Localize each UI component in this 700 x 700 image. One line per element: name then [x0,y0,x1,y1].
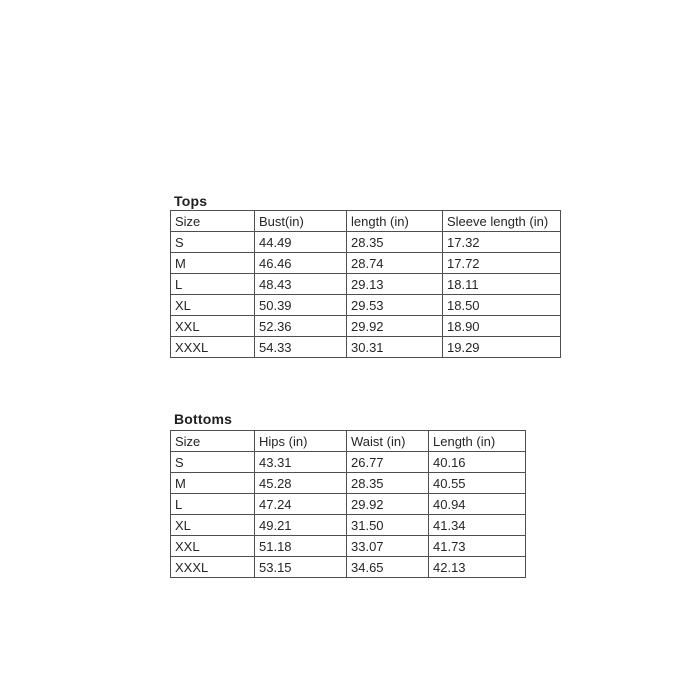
tops-column-header-length: length (in) [346,210,443,232]
tops-section-title: Tops [174,193,208,209]
measurement-value: 28.35 [346,472,429,494]
measurement-value: 18.90 [442,315,561,337]
table-row: XXXL 53.15 34.65 42.13 [170,556,526,578]
measurement-value: 46.46 [254,252,347,274]
bottoms-column-header-size: Size [170,430,255,452]
measurement-value: 29.53 [346,294,443,316]
measurement-value: 44.49 [254,231,347,253]
measurement-value: 47.24 [254,493,347,515]
size-label: L [170,273,255,295]
measurement-value: 28.35 [346,231,443,253]
table-row: XXL 52.36 29.92 18.90 [170,315,561,337]
measurement-value: 42.13 [428,556,526,578]
measurement-value: 52.36 [254,315,347,337]
size-label: XXL [170,315,255,337]
measurement-value: 18.50 [442,294,561,316]
measurement-value: 33.07 [346,535,429,557]
table-row: S 43.31 26.77 40.16 [170,451,526,473]
size-label: M [170,252,255,274]
bottoms-size-chart-section: Bottoms Size Hips (in) Waist (in) Length… [170,412,526,578]
measurement-value: 53.15 [254,556,347,578]
measurement-value: 29.92 [346,493,429,515]
bottoms-column-header-hips: Hips (in) [254,430,347,452]
tops-column-header-bust: Bust(in) [254,210,347,232]
measurement-value: 34.65 [346,556,429,578]
measurement-value: 28.74 [346,252,443,274]
tops-size-chart-section: Tops Size Bust(in) length (in) Sleeve le… [170,194,561,358]
table-row: XL 50.39 29.53 18.50 [170,294,561,316]
measurement-value: 48.43 [254,273,347,295]
size-label: XXXL [170,556,255,578]
measurement-value: 29.92 [346,315,443,337]
tops-column-header-sleeve: Sleeve length (in) [442,210,561,232]
table-row: M 45.28 28.35 40.55 [170,472,526,494]
measurement-value: 54.33 [254,336,347,358]
size-label: L [170,493,255,515]
bottoms-size-table: Size Hips (in) Waist (in) Length (in) S … [170,430,526,578]
size-label: XXL [170,535,255,557]
measurement-value: 18.11 [442,273,561,295]
measurement-value: 50.39 [254,294,347,316]
measurement-value: 19.29 [442,336,561,358]
size-label: XL [170,294,255,316]
bottoms-column-header-length: Length (in) [428,430,526,452]
table-row: XXL 51.18 33.07 41.73 [170,535,526,557]
table-row: XXXL 54.33 30.31 19.29 [170,336,561,358]
tops-header-row: Size Bust(in) length (in) Sleeve length … [170,210,561,232]
measurement-value: 40.16 [428,451,526,473]
size-label: S [170,451,255,473]
table-row: XL 49.21 31.50 41.34 [170,514,526,536]
table-row: L 47.24 29.92 40.94 [170,493,526,515]
measurement-value: 43.31 [254,451,347,473]
measurement-value: 41.73 [428,535,526,557]
bottoms-section-title: Bottoms [174,411,233,427]
size-label: M [170,472,255,494]
size-label: XXXL [170,336,255,358]
measurement-value: 41.34 [428,514,526,536]
measurement-value: 51.18 [254,535,347,557]
size-label: XL [170,514,255,536]
measurement-value: 40.94 [428,493,526,515]
table-row: M 46.46 28.74 17.72 [170,252,561,274]
bottoms-header-row: Size Hips (in) Waist (in) Length (in) [170,430,526,452]
table-row: L 48.43 29.13 18.11 [170,273,561,295]
bottoms-column-header-waist: Waist (in) [346,430,429,452]
measurement-value: 31.50 [346,514,429,536]
measurement-value: 40.55 [428,472,526,494]
table-row: S 44.49 28.35 17.32 [170,231,561,253]
measurement-value: 17.72 [442,252,561,274]
measurement-value: 29.13 [346,273,443,295]
measurement-value: 45.28 [254,472,347,494]
measurement-value: 17.32 [442,231,561,253]
measurement-value: 30.31 [346,336,443,358]
measurement-value: 49.21 [254,514,347,536]
measurement-value: 26.77 [346,451,429,473]
tops-column-header-size: Size [170,210,255,232]
tops-size-table: Size Bust(in) length (in) Sleeve length … [170,210,561,358]
size-label: S [170,231,255,253]
